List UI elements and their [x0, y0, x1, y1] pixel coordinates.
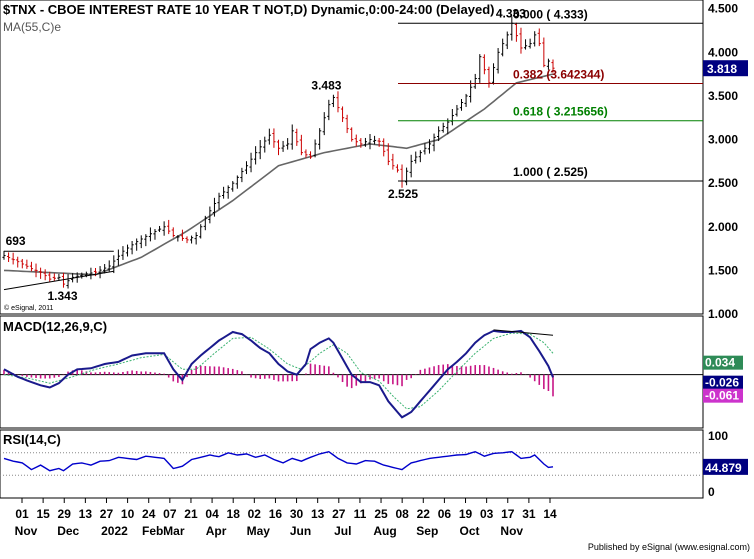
x-day-label: 10 [121, 507, 135, 521]
price-annotations: 693 1.343 3.483 2.525 4.333 [6, 6, 527, 303]
x-day-label: 03 [480, 507, 494, 521]
macd-signal-badge-bg [703, 388, 743, 403]
copyright-label: © eSignal, 2011 [4, 304, 54, 312]
price-tick-label: 2.500 [708, 176, 738, 190]
fib-label: 1.000 ( 2.525) [513, 165, 588, 179]
macd-hist-badge-bg [703, 355, 743, 370]
x-month-label: Jun [290, 524, 311, 538]
x-day-label: 17 [501, 507, 515, 521]
x-day-label: 27 [100, 507, 114, 521]
rsi-title: RSI(14,C) [3, 432, 61, 447]
macd-group: 0.034 -0.026-0.061 [0, 329, 743, 419]
x-day-label: 07 [163, 507, 177, 521]
rsi-tick-label: 0 [708, 485, 715, 499]
price-tick-label: 4.500 [708, 2, 738, 16]
price-annotation: 1.343 [47, 289, 77, 303]
x-day-label: 29 [58, 507, 72, 521]
x-day-label: 13 [79, 507, 93, 521]
x-month-label: Nov [500, 524, 523, 538]
trendlines [3, 250, 114, 291]
price-tick-label: 3.500 [708, 89, 738, 103]
x-month-label: Sep [416, 524, 438, 538]
macd-value-badge-bg [703, 375, 743, 390]
x-day-label: 15 [36, 507, 50, 521]
macd-title: MACD(12,26,9,C) [3, 319, 107, 334]
x-day-label: 14 [543, 507, 557, 521]
x-day-label: 06 [438, 507, 452, 521]
x-day-label: 25 [374, 507, 388, 521]
ma-label: MA(55,C)e [3, 20, 61, 34]
fib-label: 0.618 ( 3.215656) [513, 105, 608, 119]
trendline-lower-channel[interactable] [3, 270, 114, 291]
x-day-label: 30 [290, 507, 304, 521]
x-day-label: 08 [395, 507, 409, 521]
macd-line [3, 329, 554, 419]
rsi-value-badge [703, 458, 748, 475]
published-footer: Published by eSignal (www.esignal.com) [587, 542, 750, 552]
rsi-group: 10050044.879 [0, 429, 748, 499]
x-month-label: Apr [206, 524, 227, 538]
x-month-label: Nov [15, 524, 38, 538]
price-annotation: 3.483 [311, 78, 341, 92]
x-day-label: 02 [248, 507, 262, 521]
price-annotation: 693 [6, 234, 26, 248]
x-day-label: 16 [269, 507, 283, 521]
rsi-value-label: 44.879 [705, 461, 742, 475]
x-day-label: 24 [142, 507, 156, 521]
macd-hist-badge: 0.034 [705, 356, 735, 370]
price-tick-label: 2.000 [708, 220, 738, 234]
x-day-label: 04 [205, 507, 219, 521]
price-annotation: 4.333 [496, 6, 526, 20]
x-day-label: 13 [311, 507, 325, 521]
x-month-label: Jul [334, 524, 351, 538]
macd-value-badge: -0.026 [705, 376, 739, 390]
chart-title: $TNX - CBOE INTEREST RATE 10 YEAR T NOT,… [3, 2, 494, 17]
last-price-badge [703, 60, 748, 77]
x-month-label: May [247, 524, 271, 538]
x-month-label: 2022 [101, 524, 128, 538]
x-day-label: 27 [332, 507, 346, 521]
macd-divergence-line[interactable] [493, 329, 554, 336]
x-day-label: 21 [184, 507, 198, 521]
price-pane[interactable] [0, 0, 704, 315]
x-day-label: 18 [227, 507, 241, 521]
x-day-label: 11 [354, 507, 367, 521]
x-month-label: Mar [163, 524, 185, 538]
rsi-line [3, 450, 554, 472]
macd-pane[interactable] [0, 315, 704, 429]
fib-label: 0.000 ( 4.333) [513, 7, 588, 21]
x-month-label: Feb [142, 524, 163, 538]
x-month-label: Aug [373, 524, 396, 538]
price-annotation: 2.525 [388, 187, 418, 201]
x-day-label: 31 [522, 507, 536, 521]
fib-label: 0.382 (3.642344) [513, 68, 604, 82]
last-price-label: 3.818 [707, 62, 737, 76]
price-candles [2, 16, 555, 289]
rsi-tick-label: 100 [708, 429, 728, 443]
price-axis: 4.500 4.000 3.500 3.000 2.500 2.000 1.500 1.000… [703, 2, 748, 321]
fib-levels: 0.000 ( 4.333) 0.382 (3.642344) 0.618 ( 3.… [398, 7, 703, 182]
x-day-label: 22 [417, 507, 431, 521]
price-tick-label: 1.500 [708, 263, 738, 277]
x-day-label: 01 [15, 507, 29, 521]
price-tick-label: 3.000 [708, 133, 738, 147]
x-day-label: 19 [459, 507, 473, 521]
macd-signal-line [3, 332, 554, 410]
macd-signal-badge: -0.061 [705, 389, 739, 403]
price-tick-label: 1.000 [708, 307, 738, 321]
price-tick-label: 4.000 [708, 45, 738, 59]
x-month-label: Dec [57, 524, 79, 538]
x-month-label: Oct [460, 524, 480, 538]
